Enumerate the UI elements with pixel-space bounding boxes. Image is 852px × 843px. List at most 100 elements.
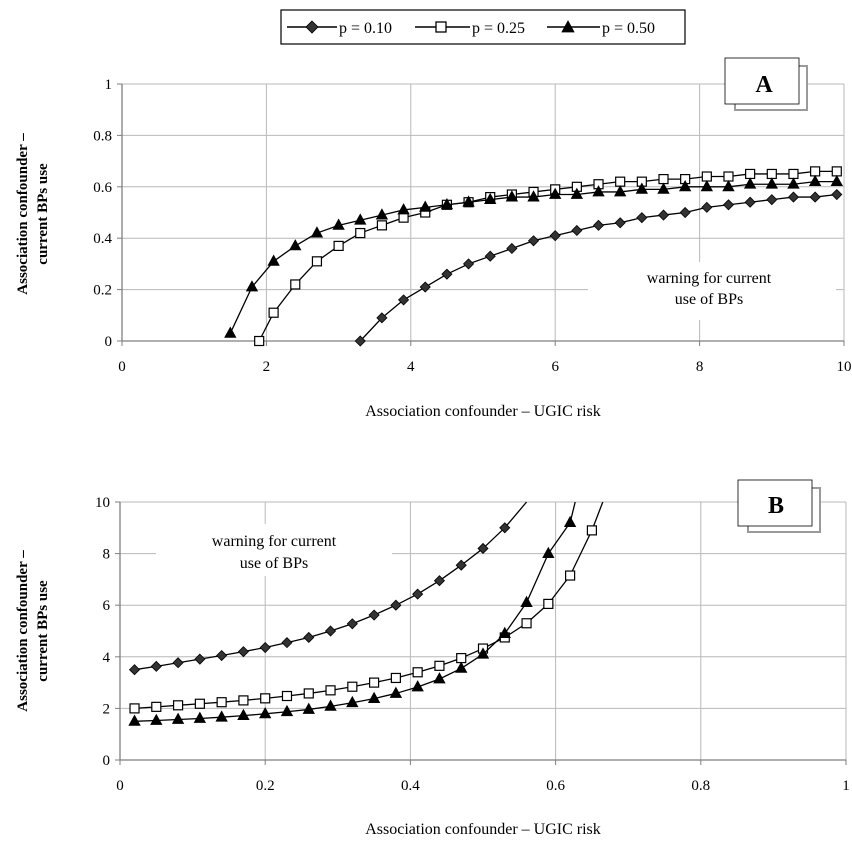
data-point [766,168,777,180]
panel-a-y-axis-label-line-1: Association confounder – [15,133,31,295]
y-tick-label: 2 [103,701,111,717]
panel-b-series-triangle [128,501,577,726]
data-point [346,618,358,630]
data-point [390,672,401,684]
data-point [260,693,271,704]
data-point [592,219,605,231]
panel-a-series [224,166,843,347]
y-tick-label: 6 [103,598,111,614]
data-point [484,250,496,262]
data-point [259,641,271,654]
data-point [419,200,432,212]
data-point [722,179,735,192]
panel-a-plot-area [121,84,844,342]
data-point [194,698,205,709]
data-point [237,708,250,721]
legend-entry-p010: p = 0.10 [287,20,392,37]
data-point [809,191,821,203]
data-point [657,209,670,221]
panel-b-annotation-line-2: use of BPs [240,555,308,572]
data-point [586,525,598,536]
data-point [398,212,409,223]
data-point [281,690,293,702]
y-tick-label: 0.6 [93,180,112,196]
x-tick-label: 0.4 [401,778,420,794]
data-point [311,256,323,267]
data-point [788,168,799,180]
y-tick-label: 0.8 [93,128,112,144]
chart-panel-a: 0 0.2 0.4 0.6 0.8 1 0 2 4 6 8 10 warning for curre… [15,57,852,420]
x-tick-label: 2 [263,359,271,375]
data-point [281,637,293,649]
panel-b-plot-area [119,502,846,761]
data-point [245,280,259,292]
y-tick-label: 0.4 [93,231,112,247]
data-point [484,192,497,205]
data-point [745,168,756,180]
data-point [128,664,141,676]
y-tick-label: 1 [105,77,113,93]
data-point [172,657,184,669]
data-point [787,191,800,203]
y-tick-label: 10 [95,495,110,511]
data-point [679,206,691,219]
legend-entry-p050: p = 0.50 [547,20,655,37]
data-point [810,166,821,177]
data-point [389,686,403,698]
panel-b-series-diamond [128,501,528,676]
panel-a-y-axis-label-line-2: current BPs use [35,163,51,265]
legend: p = 0.10 p = 0.25 p = 0.50 [280,9,686,45]
data-point [216,649,228,662]
x-tick-label: 0.2 [256,778,275,794]
data-point [563,515,577,528]
data-point [354,335,366,347]
panel-a-annotation: warning for current use of BPs [588,262,836,320]
panel-a-x-ticks: 0 2 4 6 8 10 [118,341,852,375]
data-point [238,695,249,706]
data-point [150,660,162,672]
data-point [397,203,410,215]
data-point [412,588,424,600]
data-point [565,570,576,581]
data-point [398,294,410,306]
data-point [376,312,388,324]
data-point [267,254,280,266]
data-point [831,166,842,177]
x-tick-label: 0 [116,778,124,794]
data-point [462,195,475,207]
legend-label-p025: p = 0.25 [472,20,525,37]
panel-a-x-axis-label: Association confounder – UGIC risk [365,403,601,420]
data-point [237,646,249,658]
data-point [455,559,467,571]
panel-b-y-ticks: 0 2 4 6 8 10 [95,495,120,769]
data-point [367,691,381,703]
data-point [289,239,302,251]
data-point [280,704,294,717]
y-tick-label: 8 [103,547,111,563]
x-tick-label: 10 [837,359,852,375]
data-point [527,190,540,202]
data-point [347,681,358,692]
data-point [520,595,533,608]
x-tick-label: 1 [842,778,850,794]
data-point [375,208,389,220]
data-point [505,190,519,202]
data-point [325,685,336,696]
series-line [134,501,576,722]
series-line [258,170,837,342]
panel-a-series-diamond [354,188,843,347]
data-point [592,185,605,197]
data-point [216,697,227,708]
data-point [700,179,713,192]
data-point [765,177,778,189]
legend-triangle-icon [561,20,575,33]
data-point [831,188,843,201]
panel-a-letter-box: A [724,57,808,111]
panel-a-label: A [755,72,773,98]
data-point [369,677,380,688]
data-point [310,226,324,238]
data-point [455,661,468,673]
data-point [615,176,626,187]
legend-square-icon [435,21,447,33]
